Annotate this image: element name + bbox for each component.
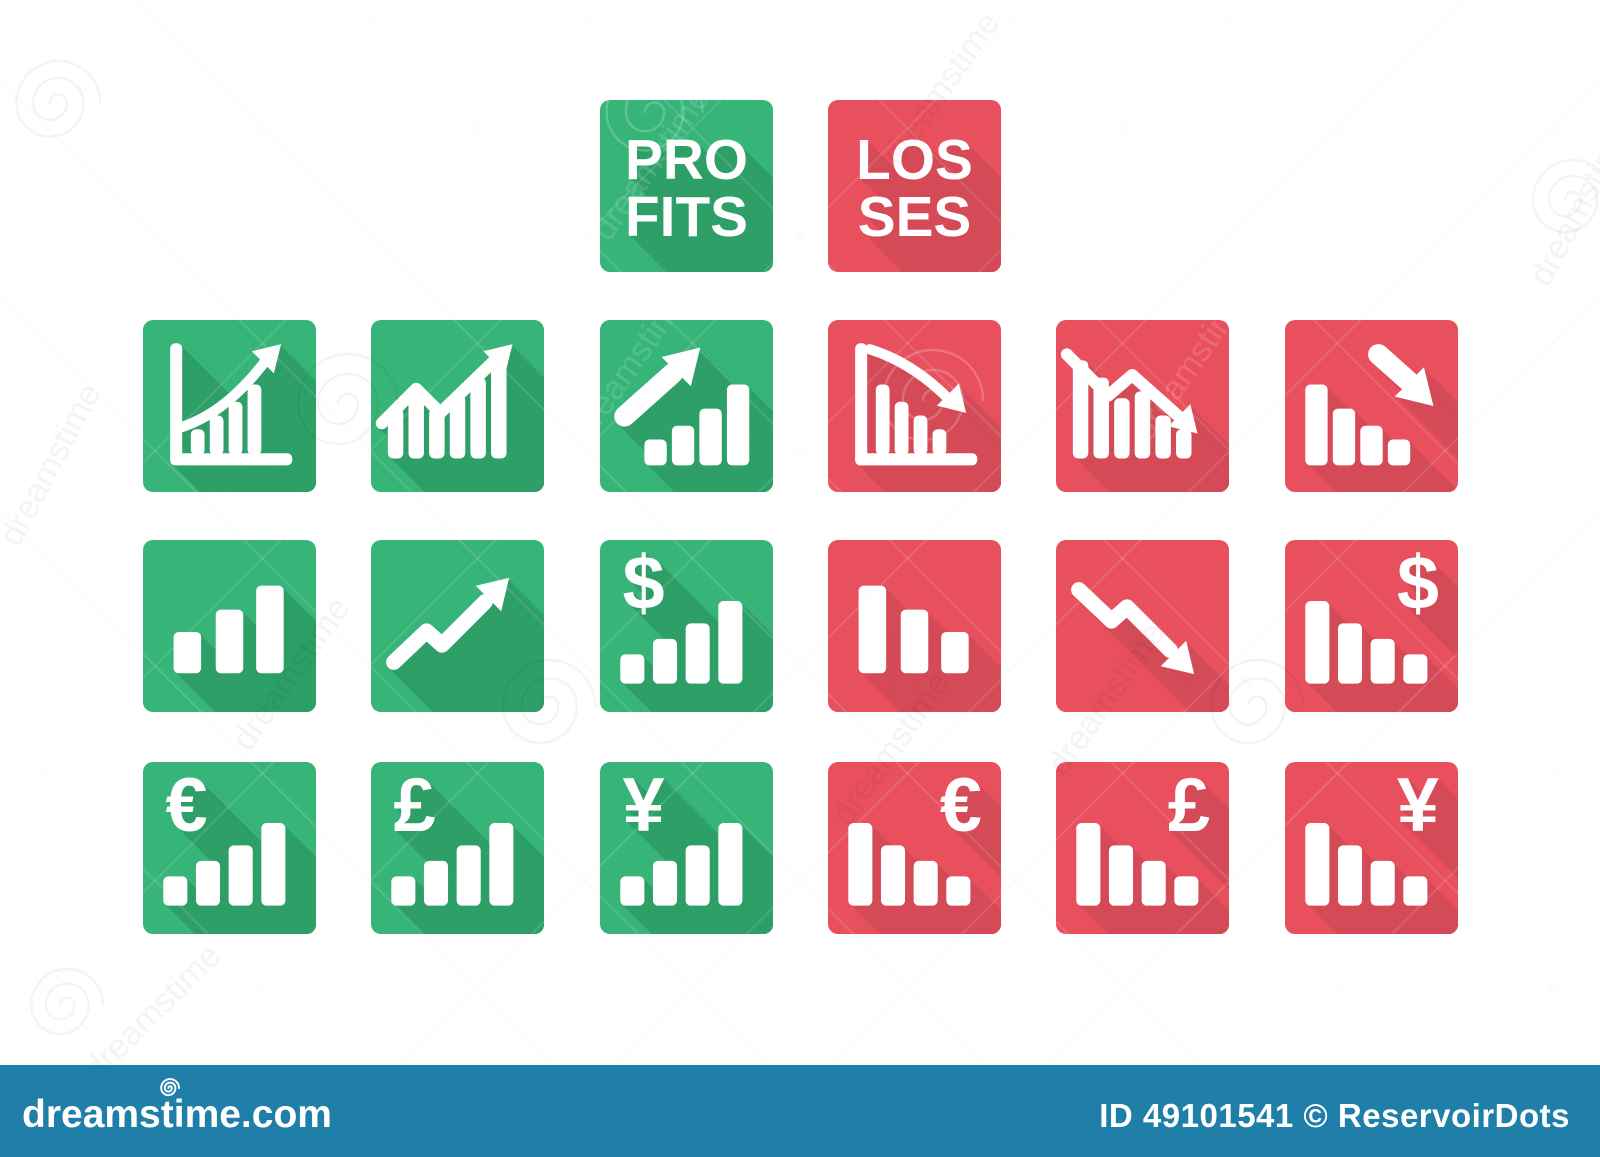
yen-bars-down-icon: ¥ — [1285, 762, 1458, 934]
bars-zigzag-down-icon — [1056, 320, 1229, 492]
euro-bars-down-icon-graphic: € — [848, 762, 1001, 934]
dollar-bars-down-icon: $ — [1285, 540, 1458, 712]
arrow-over-bars-up-icon — [600, 320, 773, 492]
yen-bars-up-icon: ¥ — [600, 762, 773, 934]
profits-header-tile: PROFITS — [600, 100, 773, 272]
losses-header-tile: LOSSES — [828, 100, 1001, 272]
descending-bars-icon-graphic — [858, 585, 1001, 712]
pound-bars-down-icon: £ — [1056, 762, 1229, 934]
dreamstime-watermark-bar: dreamstime.com ID 49101541 © ReservoirDo… — [0, 1065, 1600, 1157]
chart-axis-curve-down-icon-graphic — [828, 320, 1001, 492]
euro-bars-up-icon: € — [143, 762, 316, 934]
descending-bars-icon — [828, 540, 1001, 712]
losses-header-tile-graphic: LOSSES — [855, 128, 1001, 272]
image-credit: ID 49101541 © ReservoirDots — [1099, 1097, 1570, 1134]
bars-zigzag-up-icon — [371, 320, 544, 492]
bars-zigzag-up-icon-graphic — [371, 320, 544, 492]
dollar-bars-up-icon: $ — [600, 540, 773, 712]
profits-header-tile-graphic: PROFITS — [624, 128, 773, 272]
spiral-icon — [160, 1078, 180, 1097]
dollar-bars-up-icon-graphic: $ — [620, 540, 773, 712]
arrow-over-bars-up-icon-graphic — [600, 320, 773, 492]
zigzag-arrow-down-icon — [1056, 540, 1229, 712]
bars-zigzag-down-icon-graphic — [1056, 320, 1229, 492]
chart-axis-curve-up-icon-graphic — [143, 320, 316, 492]
arrow-over-bars-down-icon-graphic — [1285, 320, 1458, 492]
ascending-bars-icon — [143, 540, 316, 712]
euro-bars-down-icon: € — [828, 762, 1001, 934]
dreamstime-logo-text: dreamstime.com — [22, 1093, 332, 1136]
chart-axis-curve-down-icon — [828, 320, 1001, 492]
dreamstime-logo: dreamstime.com — [22, 1078, 332, 1136]
pound-bars-down-icon-graphic: £ — [1076, 762, 1229, 934]
pound-bars-up-icon-graphic: £ — [391, 762, 544, 934]
pound-bars-up-icon: £ — [371, 762, 544, 934]
arrow-over-bars-down-icon — [1285, 320, 1458, 492]
zigzag-arrow-up-icon — [371, 540, 544, 712]
chart-axis-curve-up-icon — [143, 320, 316, 492]
ascending-bars-icon-graphic — [173, 585, 316, 712]
euro-bars-up-icon-graphic: € — [163, 762, 316, 934]
zigzag-arrow-up-icon-graphic — [371, 540, 544, 712]
yen-bars-up-icon-graphic: ¥ — [620, 762, 773, 934]
zigzag-arrow-down-icon-graphic — [1056, 540, 1229, 712]
yen-bars-down-icon-graphic: ¥ — [1305, 762, 1458, 934]
dollar-bars-down-icon-graphic: $ — [1305, 540, 1458, 712]
